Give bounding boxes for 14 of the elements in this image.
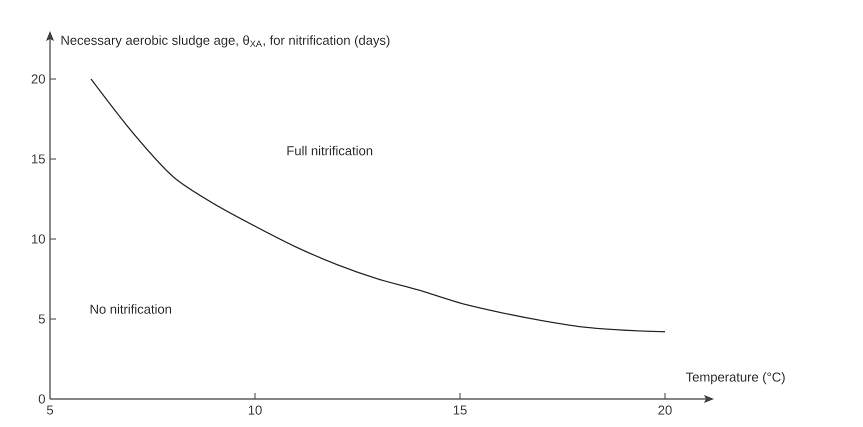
x-tick-label: 5 xyxy=(46,406,54,415)
y-tick-label: 10 xyxy=(32,234,45,244)
x-tick-label: 20 xyxy=(658,406,672,415)
x-tick-label: 15 xyxy=(454,406,467,415)
y-tick-label: 0 xyxy=(38,394,45,404)
annotation: Full nitrification xyxy=(287,146,372,156)
annotation: No nitrification xyxy=(90,304,172,314)
x-tick-label: 10 xyxy=(248,406,262,415)
y-tick-label: 15 xyxy=(32,154,45,164)
y-tick-label: 5 xyxy=(38,314,45,324)
y-axis-title: Necessary aerobic sludge age, θ$_{XA}$, for nitrification (days) xyxy=(62,35,390,48)
y-tick-label: 20 xyxy=(32,74,45,84)
x-axis-title: Temperature (°C) xyxy=(686,372,785,384)
line-series xyxy=(90,78,666,332)
